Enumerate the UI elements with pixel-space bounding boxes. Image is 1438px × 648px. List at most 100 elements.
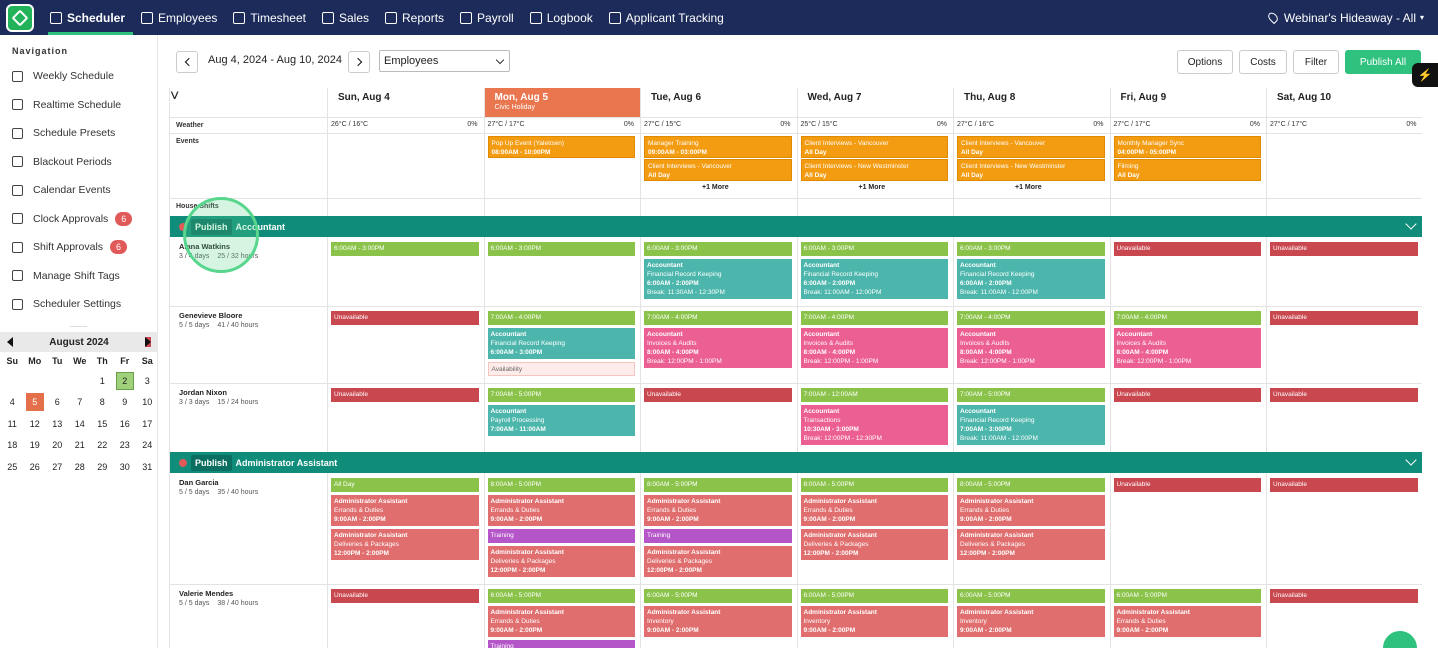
- shift-card[interactable]: Administrator Assistant Deliveries & Pack…: [800, 529, 948, 560]
- shift-card[interactable]: Administrator Assistant Inventory 9:00AM -…: [957, 606, 1105, 637]
- calendar-day[interactable]: 5: [24, 392, 47, 414]
- calendar-day[interactable]: 17: [136, 413, 159, 435]
- shift-card[interactable]: Accountant Invoices & Audits 8:00AM - 4:00…: [800, 328, 948, 368]
- shift-card[interactable]: Accountant Financial Record Keeping 6:00AM…: [487, 328, 635, 359]
- unavailable-cell[interactable]: Unavailable: [1270, 478, 1418, 492]
- calendar-day[interactable]: 3: [136, 370, 159, 392]
- calendar-day[interactable]: 25: [1, 456, 24, 478]
- employee-name[interactable]: Valerie Mendes: [179, 589, 234, 598]
- location-selector[interactable]: Webinar's Hideaway - All ▾: [1266, 0, 1424, 35]
- shift-card[interactable]: Administrator Assistant Deliveries & Pack…: [487, 546, 635, 577]
- shift-card[interactable]: Accountant Financial Record Keeping 6:00AM…: [957, 259, 1105, 299]
- nav-timesheet[interactable]: Timesheet: [225, 0, 314, 35]
- calendar-day[interactable]: 20: [46, 435, 69, 457]
- calendar-day[interactable]: 2: [114, 370, 137, 392]
- lightning-icon[interactable]: ⚡: [1412, 63, 1438, 87]
- shift-card[interactable]: Administrator Assistant Deliveries & Pack…: [331, 529, 479, 560]
- chevron-down-icon[interactable]: ˅: [170, 88, 180, 105]
- shift-card[interactable]: Administrator Assistant Inventory 9:00AM -…: [644, 606, 792, 637]
- filter-button[interactable]: Filter: [1293, 50, 1339, 74]
- shift-card[interactable]: Administrator Assistant Deliveries & Pack…: [957, 529, 1105, 560]
- employee-name[interactable]: Jordan Nixon: [179, 388, 227, 397]
- shift-card[interactable]: Accountant Payroll Processing 7:00AM - 11:…: [487, 405, 635, 436]
- event-card[interactable]: Client Interviews - Vancouver All Day: [800, 136, 948, 158]
- nav-logbook[interactable]: Logbook: [522, 0, 601, 35]
- prev-month-icon[interactable]: [7, 337, 13, 347]
- view-select[interactable]: Employees: [379, 50, 510, 72]
- availability-cell[interactable]: 7:00AM - 4:00PM: [800, 311, 948, 325]
- availability-cell[interactable]: All Day: [331, 478, 479, 492]
- availability-cell[interactable]: 8:00AM - 5:00PM: [644, 478, 792, 492]
- shift-card[interactable]: Administrator Assistant Errands & Duties 9…: [487, 495, 635, 526]
- availability-cell[interactable]: 7:00AM - 5:00PM: [487, 388, 635, 402]
- calendar-day[interactable]: 4: [1, 392, 24, 414]
- event-card[interactable]: Client Interviews - Vancouver All Day: [957, 136, 1105, 158]
- chevron-down-icon[interactable]: [1405, 218, 1417, 230]
- calendar-day[interactable]: 13: [46, 413, 69, 435]
- more-events-link[interactable]: +1 More: [702, 184, 729, 191]
- calendar-day[interactable]: 27: [46, 456, 69, 478]
- shift-tag[interactable]: Training: [487, 529, 635, 543]
- availability-cell[interactable]: 7:00AM - 4:00PM: [644, 311, 792, 325]
- availability-cell[interactable]: 6:00AM - 5:00PM: [487, 589, 635, 603]
- calendar-day[interactable]: 8: [91, 392, 114, 414]
- calendar-day[interactable]: 6: [46, 392, 69, 414]
- calendar-day[interactable]: 22: [91, 435, 114, 457]
- availability-cell[interactable]: 8:00AM - 5:00PM: [487, 478, 635, 492]
- calendar-day[interactable]: 18: [1, 435, 24, 457]
- sidebar-item-scheduler-settings[interactable]: Scheduler Settings: [0, 290, 157, 319]
- shift-card[interactable]: Administrator Assistant Errands & Duties 9…: [644, 495, 792, 526]
- shift-tag[interactable]: Training: [487, 640, 635, 648]
- availability-warning[interactable]: Availability: [487, 362, 635, 376]
- shift-card[interactable]: Administrator Assistant Errands & Duties 9…: [487, 606, 635, 637]
- day-header[interactable]: Fri, Aug 9: [1111, 88, 1267, 117]
- calendar-day[interactable]: 19: [24, 435, 47, 457]
- calendar-day[interactable]: 16: [114, 413, 137, 435]
- day-header[interactable]: Mon, Aug 5 Civic Holiday: [484, 88, 640, 117]
- availability-cell[interactable]: 6:00AM - 3:00PM: [331, 242, 479, 256]
- sidebar-item-realtime-schedule[interactable]: Realtime Schedule: [0, 91, 157, 120]
- unavailable-cell[interactable]: Unavailable: [331, 311, 479, 325]
- events-row-label[interactable]: Events: [176, 138, 199, 145]
- availability-cell[interactable]: 7:00AM - 5:00PM: [957, 388, 1105, 402]
- nav-employees[interactable]: Employees: [133, 0, 225, 35]
- availability-cell[interactable]: 6:00AM - 5:00PM: [644, 589, 792, 603]
- event-card[interactable]: Client Interviews - New Westminster All D…: [800, 159, 948, 181]
- availability-cell[interactable]: 7:00AM - 4:00PM: [957, 311, 1105, 325]
- day-header[interactable]: Tue, Aug 6: [641, 88, 797, 117]
- event-card[interactable]: Client Interviews - Vancouver All Day: [644, 159, 792, 181]
- availability-cell[interactable]: 7:00AM - 4:00PM: [1113, 311, 1261, 325]
- shift-card[interactable]: Administrator Assistant Errands & Duties 9…: [1113, 606, 1261, 637]
- calendar-day[interactable]: 30: [114, 456, 137, 478]
- shift-tag[interactable]: Training: [644, 529, 792, 543]
- unavailable-cell[interactable]: Unavailable: [331, 589, 479, 603]
- shift-card[interactable]: Accountant Invoices & Audits 8:00AM - 4:00…: [957, 328, 1105, 368]
- unavailable-cell[interactable]: Unavailable: [1270, 311, 1418, 325]
- shift-card[interactable]: Accountant Financial Record Keeping 7:00AM…: [957, 405, 1105, 445]
- unavailable-cell[interactable]: Unavailable: [1113, 242, 1261, 256]
- calendar-day[interactable]: 10: [136, 392, 159, 414]
- calendar-day[interactable]: 15: [91, 413, 114, 435]
- next-month-icon[interactable]: [145, 337, 151, 347]
- availability-cell[interactable]: 6:00AM - 3:00PM: [487, 242, 635, 256]
- options-button[interactable]: Options: [1177, 50, 1233, 74]
- day-header[interactable]: Sat, Aug 10: [1267, 88, 1422, 117]
- calendar-day[interactable]: 29: [91, 456, 114, 478]
- shift-card[interactable]: Administrator Assistant Deliveries & Pack…: [644, 546, 792, 577]
- shift-card[interactable]: Administrator Assistant Errands & Duties 9…: [957, 495, 1105, 526]
- shift-card[interactable]: Accountant Invoices & Audits 8:00AM - 4:00…: [1113, 328, 1261, 368]
- unavailable-cell[interactable]: Unavailable: [1113, 388, 1261, 402]
- calendar-day[interactable]: 28: [69, 456, 92, 478]
- calendar-day[interactable]: 23: [114, 435, 137, 457]
- shift-card[interactable]: Accountant Invoices & Audits 8:00AM - 4:00…: [644, 328, 792, 368]
- shift-card[interactable]: Accountant Financial Record Keeping 6:00AM…: [800, 259, 948, 299]
- sidebar-item-schedule-presets[interactable]: Schedule Presets: [0, 119, 157, 148]
- calendar-day[interactable]: 1: [91, 370, 114, 392]
- sidebar-item-blackout-periods[interactable]: Blackout Periods: [0, 148, 157, 177]
- calendar-day[interactable]: 11: [1, 413, 24, 435]
- availability-cell[interactable]: 6:00AM - 5:00PM: [1113, 589, 1261, 603]
- sidebar-item-shift-approvals[interactable]: Shift Approvals 6: [0, 233, 157, 262]
- sidebar-item-manage-shift-tags[interactable]: Manage Shift Tags: [0, 262, 157, 291]
- event-card[interactable]: Pop Up Event (Yaletown) 08:00AM - 10:00PM: [487, 136, 635, 158]
- sidebar-item-calendar-events[interactable]: Calendar Events: [0, 176, 157, 205]
